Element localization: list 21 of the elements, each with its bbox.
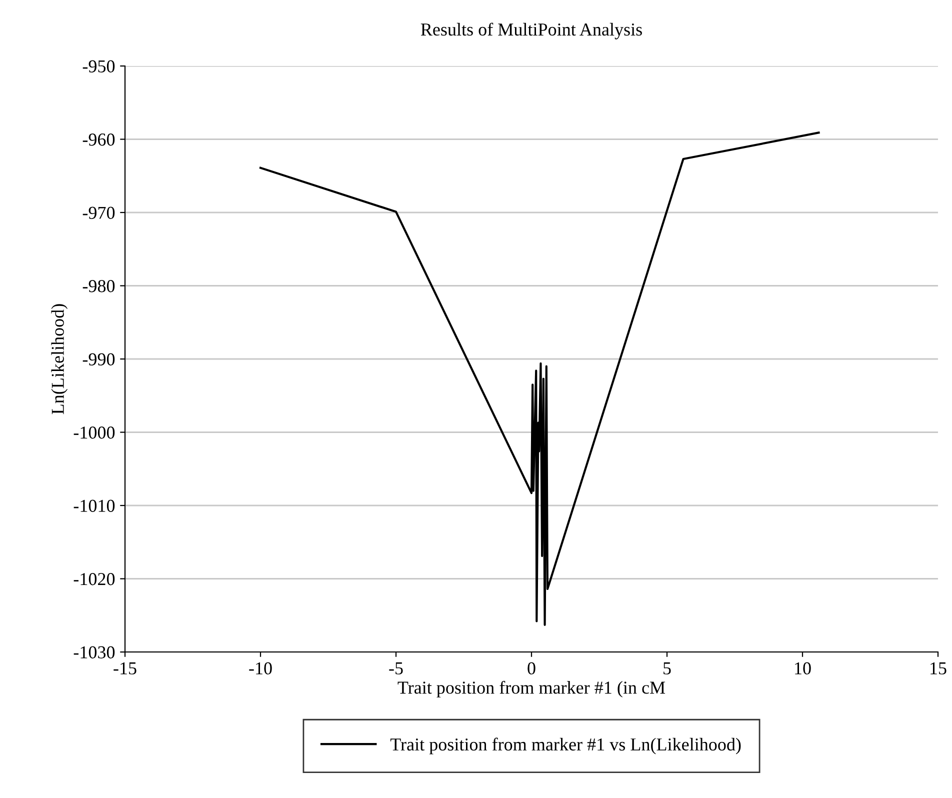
- chart-title: Results of MultiPoint Analysis: [420, 22, 642, 40]
- y-tick-label: -1020: [74, 573, 115, 586]
- y-tick-label: -1010: [74, 500, 115, 512]
- y-tick-label: -1030: [74, 646, 115, 658]
- y-tick-label: -950: [82, 60, 115, 72]
- x-tick-label: -10: [249, 662, 272, 674]
- y-tick-label: -960: [82, 134, 115, 146]
- y-axis-title: Ln(Likelihood): [51, 304, 68, 414]
- x-axis-title: Trait position from marker #1 (in cM: [398, 680, 666, 698]
- x-tick-label: -5: [389, 662, 403, 674]
- x-tick-label: 10: [795, 662, 811, 674]
- x-tick-label: 5: [664, 662, 671, 674]
- y-tick-label: -990: [82, 353, 115, 366]
- y-tick-label: -980: [82, 280, 115, 292]
- line-series: [259, 132, 820, 626]
- x-tick-label: 15: [930, 662, 946, 674]
- x-tick-label: 0: [528, 662, 536, 674]
- y-tick-label: -1000: [74, 426, 115, 439]
- legend-label: Trait position from marker #1 vs Ln(Likelihood): [390, 738, 741, 754]
- y-tick-label: -970: [82, 206, 115, 219]
- x-tick-label: -15: [114, 662, 136, 674]
